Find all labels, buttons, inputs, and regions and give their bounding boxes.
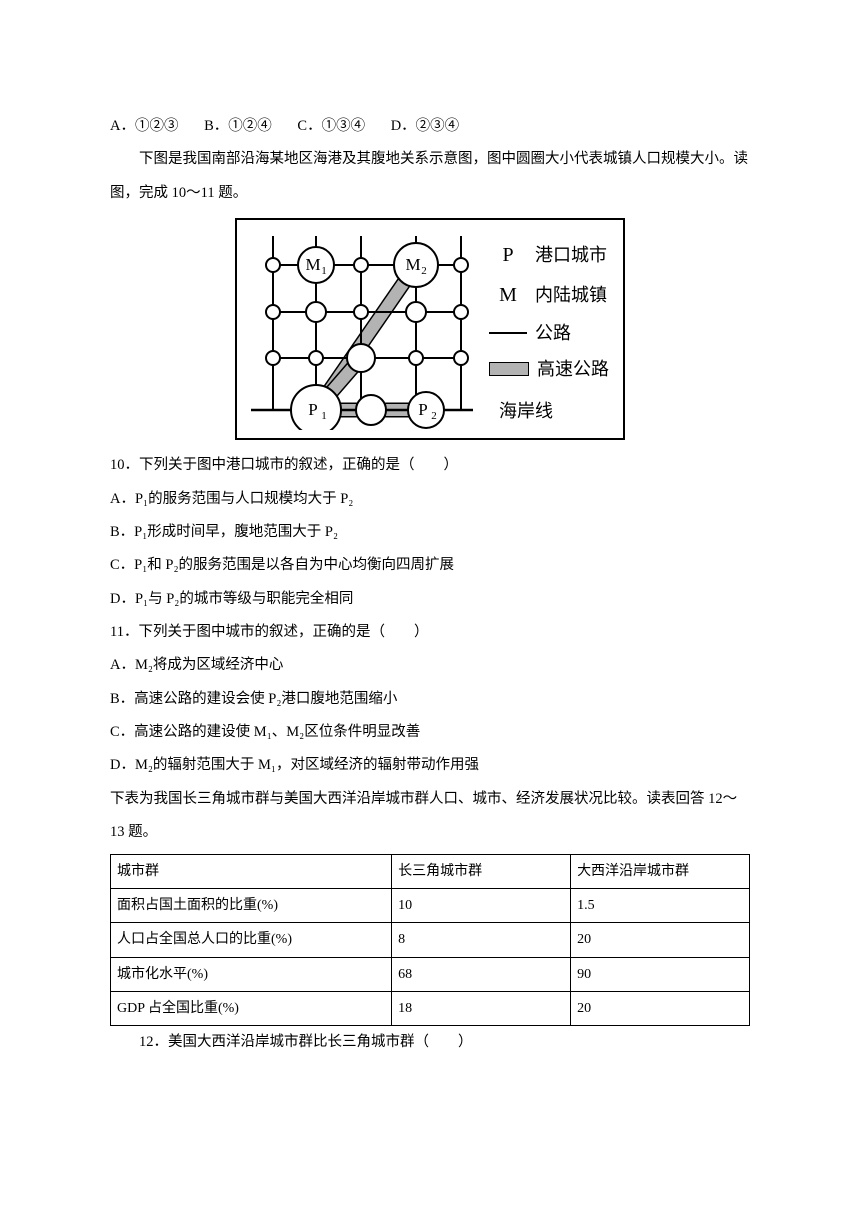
legend-highway-text: 高速公路 — [537, 352, 609, 386]
legend-highway-symbol — [489, 362, 529, 376]
svg-text:P: P — [308, 400, 317, 419]
table-cell: 面积占国土面积的比重(%) — [111, 888, 392, 922]
q10-a: A．P₁的服务范围与人口规模均大于 P₂ — [110, 483, 750, 516]
legend-p-text: 港口城市 — [535, 238, 607, 272]
q10-b: B．P₁形成时间早，腹地范围大于 P₂ — [110, 516, 750, 549]
table-cell: 10 — [392, 888, 571, 922]
q11-d: D．M₂的辐射范围大于 M₁，对区域经济的辐射带动作用强 — [110, 749, 750, 782]
table-row: 面积占国土面积的比重(%)101.5 — [111, 888, 750, 922]
top-options: A．①②③ B．①②④ C．①③④ D．②③④ — [110, 110, 750, 143]
legend-m-symbol: M — [489, 276, 527, 314]
q10-c: C．P₁和 P₂的服务范围是以各自为中心均衡向四周扩展 — [110, 549, 750, 582]
q12-stem: 12．美国大西洋沿岸城市群比长三角城市群（ ） — [110, 1026, 750, 1059]
opt-c: C．①③④ — [297, 118, 365, 134]
table-row: GDP 占全国比重(%)1820 — [111, 992, 750, 1026]
diagram-container: M1M2P1P2 海岸线 P 港口城市 M 内陆城镇 公路 — [110, 218, 750, 443]
opt-a: A．①②③ — [110, 118, 178, 134]
table-cell: GDP 占全国比重(%) — [111, 992, 392, 1026]
table-cell: 1.5 — [571, 888, 750, 922]
svg-text:2: 2 — [431, 410, 437, 422]
svg-text:M: M — [305, 255, 320, 274]
table-cell: 90 — [571, 957, 750, 991]
table-row: 人口占全国总人口的比重(%)820 — [111, 923, 750, 957]
table-intro: 下表为我国长三角城市群与美国大西洋沿岸城市群人口、城市、经济发展状况比较。读表回… — [110, 783, 750, 850]
table-cell: 城市化水平(%) — [111, 957, 392, 991]
q11-a: A．M₂将成为区域经济中心 — [110, 649, 750, 682]
table-header-cell: 城市群 — [111, 854, 392, 888]
table-header-cell: 长三角城市群 — [392, 854, 571, 888]
legend: P 港口城市 M 内陆城镇 公路 高速公路 — [489, 236, 609, 388]
svg-text:M: M — [405, 255, 420, 274]
svg-text:P: P — [418, 400, 427, 419]
q10-d: D．P₁与 P₂的城市等级与职能完全相同 — [110, 583, 750, 616]
legend-road-text: 公路 — [535, 316, 571, 350]
table-cell: 18 — [392, 992, 571, 1026]
table-header-cell: 大西洋沿岸城市群 — [571, 854, 750, 888]
table-cell: 20 — [571, 923, 750, 957]
svg-text:1: 1 — [321, 265, 327, 277]
table-cell: 20 — [571, 992, 750, 1026]
table-cell: 8 — [392, 923, 571, 957]
intro-text: 下图是我国南部沿海某地区海港及其腹地关系示意图，图中圆圈大小代表城镇人口规模大小… — [110, 143, 750, 210]
legend-p-symbol: P — [489, 236, 527, 274]
opt-b: B．①②④ — [204, 118, 272, 134]
q11-stem: 11．下列关于图中城市的叙述，正确的是（ ） — [110, 616, 750, 649]
table-row: 城市化水平(%)6890 — [111, 957, 750, 991]
legend-m-text: 内陆城镇 — [535, 278, 607, 312]
q10-stem: 10．下列关于图中港口城市的叙述，正确的是（ ） — [110, 449, 750, 482]
legend-road-symbol — [489, 332, 527, 334]
opt-d: D．②③④ — [391, 118, 459, 134]
table-cell: 人口占全国总人口的比重(%) — [111, 923, 392, 957]
q11-c: C．高速公路的建设使 M₁、M₂区位条件明显改善 — [110, 716, 750, 749]
coast-label: 海岸线 — [499, 391, 553, 432]
table-cell: 68 — [392, 957, 571, 991]
network-diagram: M1M2P1P2 — [251, 230, 473, 430]
svg-text:2: 2 — [421, 265, 427, 277]
comparison-table: 城市群长三角城市群大西洋沿岸城市群面积占国土面积的比重(%)101.5人口占全国… — [110, 854, 750, 1027]
q11-b: B．高速公路的建设会使 P₂港口腹地范围缩小 — [110, 683, 750, 716]
svg-text:1: 1 — [321, 410, 327, 422]
